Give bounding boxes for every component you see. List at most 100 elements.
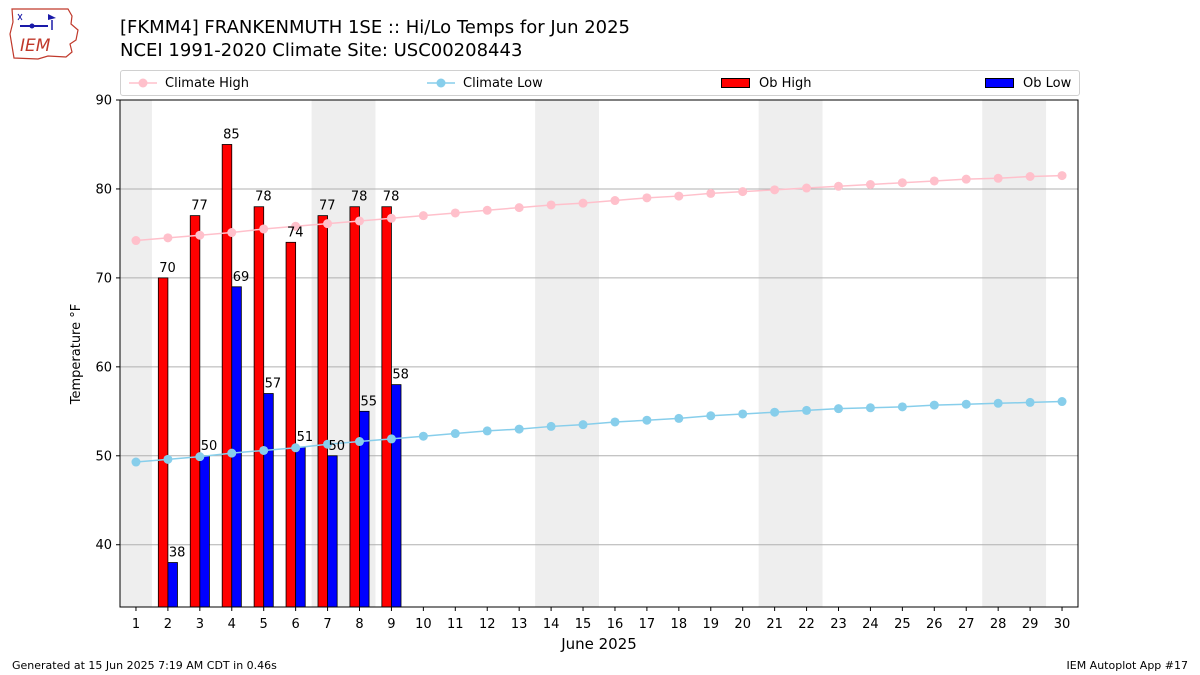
y-tick-label: 40 [95, 538, 112, 553]
x-tick-label: 29 [1022, 617, 1039, 632]
climate-low-point [610, 417, 620, 427]
climate-high-point [770, 185, 780, 195]
climate-low-point [195, 452, 205, 462]
x-tick-label: 26 [926, 617, 943, 632]
y-tick-label: 70 [95, 271, 112, 286]
climate-low-point [1057, 397, 1067, 407]
iem-logo: IEM [8, 6, 80, 60]
climate-high-point [1057, 171, 1067, 181]
legend: Climate High Climate Low Ob High Ob Low [120, 70, 1080, 96]
x-tick-label: 2 [164, 617, 172, 632]
ob-low-label: 38 [169, 546, 186, 561]
climate-low-point [131, 457, 141, 467]
x-tick-label: 7 [323, 617, 331, 632]
x-tick-label: 21 [766, 617, 783, 632]
climate-high-point [323, 219, 333, 229]
x-tick-label: 19 [702, 617, 719, 632]
climate-high-point [738, 187, 748, 197]
climate-high-point [802, 183, 812, 193]
plot-frame [119, 99, 1079, 608]
ob-low-label: 50 [329, 439, 346, 454]
ob-low-label: 57 [265, 377, 282, 392]
climate-high-line [135, 174, 1063, 242]
climate-low-point [546, 421, 556, 431]
weekend-shade [535, 100, 599, 607]
climate-low-marker-icon [427, 78, 455, 88]
x-tick-label: 1 [132, 617, 140, 632]
ob-high-bar [253, 206, 265, 608]
climate-high-point [482, 205, 492, 215]
legend-item-climate-high: Climate High [129, 71, 249, 95]
climate-high-point [546, 200, 556, 210]
y-gridlines [120, 188, 1078, 546]
climate-high-point [961, 174, 971, 184]
legend-item-climate-low: Climate Low [427, 71, 543, 95]
ob-high-bar [317, 215, 328, 608]
climate-high-point [418, 211, 428, 221]
climate-low-point [355, 437, 364, 447]
climate-low-point [738, 409, 748, 419]
ob-low-bar [327, 455, 338, 608]
climate-high-point [227, 228, 237, 238]
chart-title: [FKMM4] FRANKENMUTH 1SE :: Hi/Lo Temps f… [120, 17, 631, 38]
x-tick-label: 17 [639, 617, 656, 632]
weekend-shade [758, 100, 823, 607]
x-tick-label: 27 [958, 617, 975, 632]
climate-low-point [514, 424, 524, 434]
x-tick-label: 18 [671, 617, 688, 632]
climate-low-point [642, 415, 652, 425]
climate-low-point [865, 403, 875, 413]
x-tick-label: 10 [415, 617, 432, 632]
y-tick-label: 90 [95, 94, 112, 109]
x-tick-label: 13 [511, 617, 528, 632]
climate-low-point [163, 454, 173, 464]
x-tick-label: 6 [291, 617, 299, 632]
climate-low-point [323, 439, 333, 449]
climate-high-point [514, 203, 524, 213]
climate-low-point [993, 398, 1003, 408]
x-tick-label: 14 [543, 617, 560, 632]
climate-low-point [291, 443, 301, 453]
ob-high-bar [349, 206, 360, 608]
bar-value-labels: 70 77 85 78 74 77 78 78 38 50 69 57 51 50 55 58 [159, 127, 409, 560]
climate-high-point [450, 208, 460, 218]
y-tick-label: 50 [95, 449, 112, 464]
ob-low-bar [199, 455, 210, 608]
ob-high-bar [221, 144, 233, 608]
ob-high-label: 70 [159, 261, 176, 276]
climate-low-point [770, 407, 780, 417]
x-tick-label: 16 [607, 617, 624, 632]
ob-high-bar [157, 277, 169, 608]
ob-high-label: 85 [223, 127, 240, 142]
y-tick-label: 80 [95, 182, 112, 197]
y-axis-label: Temperature °F [69, 304, 84, 405]
ob-low-label: 58 [392, 368, 409, 383]
x-axis-label: June 2025 [560, 635, 637, 653]
climate-high-point [131, 236, 141, 246]
climate-high-point [929, 176, 939, 186]
climate-low-point [450, 429, 460, 439]
climate-low-point [961, 399, 971, 409]
ob-low-bar [391, 384, 402, 608]
ob-high-label: 74 [287, 225, 304, 240]
climate-low-line [135, 400, 1063, 463]
climate-low-point [706, 411, 716, 421]
ob-low-bar [167, 562, 178, 608]
ob-low-label: 51 [297, 430, 314, 445]
weekend-shade [120, 100, 152, 607]
logo-text: IEM [20, 36, 51, 56]
climate-high-point [195, 230, 205, 240]
x-tick-label: 28 [990, 617, 1007, 632]
x-tick-label: 3 [196, 617, 204, 632]
legend-label-ob-high: Ob High [759, 75, 812, 91]
climate-high-point [674, 191, 684, 201]
climate-low-point [674, 413, 684, 423]
climate-high-point [834, 181, 843, 191]
climate-low-point [418, 431, 428, 441]
climate-high-point [865, 180, 875, 189]
climate-high-point [993, 173, 1003, 183]
climate-low-point [386, 434, 396, 444]
weekend-shading [120, 100, 1047, 607]
